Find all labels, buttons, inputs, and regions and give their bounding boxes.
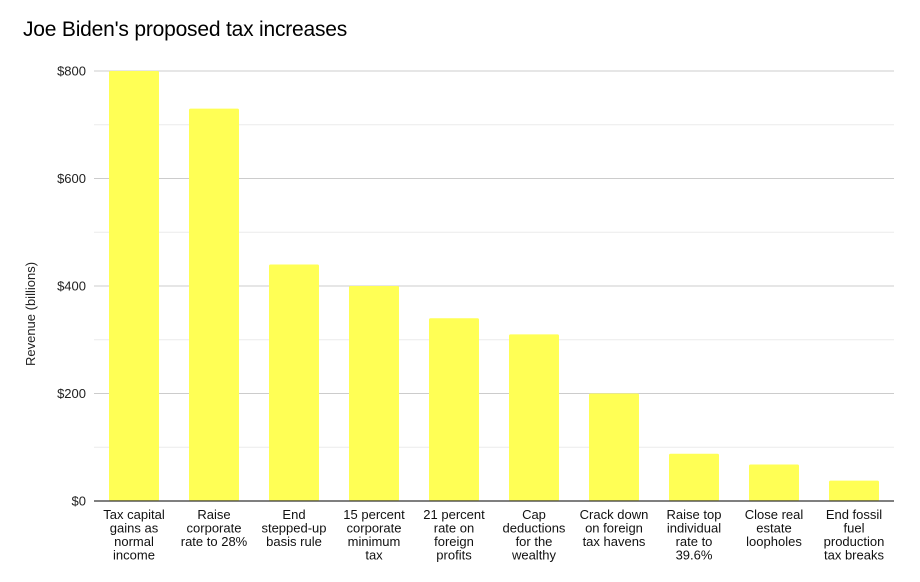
bar: [269, 264, 319, 501]
x-tick-label-line: Crack down: [580, 507, 649, 522]
x-tick-label: Raise top individual rate to 39.6%: [667, 507, 722, 563]
x-tick-label-line: tax breaks: [824, 548, 884, 563]
x-tick-label-line: fuel: [844, 521, 865, 536]
bar: [349, 286, 399, 501]
bar: [509, 334, 559, 501]
y-tick-label: $600: [57, 171, 86, 186]
x-tick-label-line: income: [113, 548, 155, 563]
x-tick-label-line: loopholes: [746, 534, 802, 549]
x-tick-label: End fossil fuel production tax breaks: [824, 507, 885, 563]
x-tick-label-line: End fossil: [826, 507, 882, 522]
x-tick-label: Tax capital gains as normal income: [103, 507, 165, 563]
x-tick-label: Cap deductions for the wealthy: [503, 507, 566, 563]
x-tick-label-line: rate to: [676, 534, 713, 549]
x-tick-label: Raise corporate rate to 28%: [181, 507, 248, 549]
x-tick-label-line: gains as: [110, 521, 159, 536]
x-tick-label-line: 21 percent: [423, 507, 485, 522]
x-tick-label-line: basis rule: [266, 534, 322, 549]
x-tick-label-line: on foreign: [585, 521, 643, 536]
bar: [429, 318, 479, 501]
y-axis: $0 $200 $400 $600 $800: [57, 64, 86, 509]
x-tick-label-line: Raise: [197, 507, 230, 522]
y-axis-label: Revenue (billions): [23, 262, 38, 366]
bar: [749, 464, 799, 501]
x-tick-label-line: estate: [756, 521, 791, 536]
x-tick-label-line: Raise top: [667, 507, 722, 522]
x-tick-label: Close real estate loopholes: [745, 507, 804, 549]
x-tick-label: 21 percent rate on foreign profits: [423, 507, 485, 563]
x-tick-label-line: foreign: [434, 534, 474, 549]
x-tick-label-line: tax: [365, 548, 383, 563]
x-tick-label-line: stepped-up: [261, 521, 326, 536]
x-tick-label-line: wealthy: [511, 548, 557, 563]
y-tick-label: $0: [72, 494, 86, 509]
x-tick-label-line: 15 percent: [343, 507, 405, 522]
x-tick-label-line: deductions: [503, 521, 566, 536]
bar: [109, 71, 159, 501]
y-tick-label: $800: [57, 64, 86, 79]
x-tick-label-line: 39.6%: [676, 548, 713, 563]
bar: [189, 108, 239, 501]
x-tick-label: 15 percent corporate minimum tax: [343, 507, 405, 563]
chart-title: Joe Biden's proposed tax increases: [23, 18, 348, 41]
bar: [669, 453, 719, 501]
x-tick-label-line: tax havens: [583, 534, 646, 549]
y-tick-label: $200: [57, 386, 86, 401]
x-tick-label-line: corporate: [347, 521, 402, 536]
bars: [109, 71, 879, 501]
bar: [829, 480, 879, 501]
x-tick-label-line: production: [824, 534, 885, 549]
x-tick-label-line: for the: [516, 534, 553, 549]
x-tick-label-line: profits: [436, 548, 472, 563]
x-tick-label-line: normal: [114, 534, 154, 549]
x-tick-label-line: individual: [667, 521, 721, 536]
x-tick-label-line: rate to 28%: [181, 534, 248, 549]
x-tick-label-line: End: [282, 507, 305, 522]
x-tick-label-line: corporate: [187, 521, 242, 536]
x-tick-label-line: minimum: [348, 534, 401, 549]
x-tick-label-line: Tax capital: [103, 507, 165, 522]
x-tick-label-line: Cap: [522, 507, 546, 522]
x-tick-label-line: Close real: [745, 507, 804, 522]
x-tick-label-line: rate on: [434, 521, 474, 536]
gridlines: [94, 70, 894, 448]
x-tick-label: Crack down on foreign tax havens: [580, 507, 649, 549]
y-tick-label: $400: [57, 279, 86, 294]
x-tick-label: End stepped-up basis rule: [261, 507, 326, 549]
bar: [589, 393, 639, 501]
